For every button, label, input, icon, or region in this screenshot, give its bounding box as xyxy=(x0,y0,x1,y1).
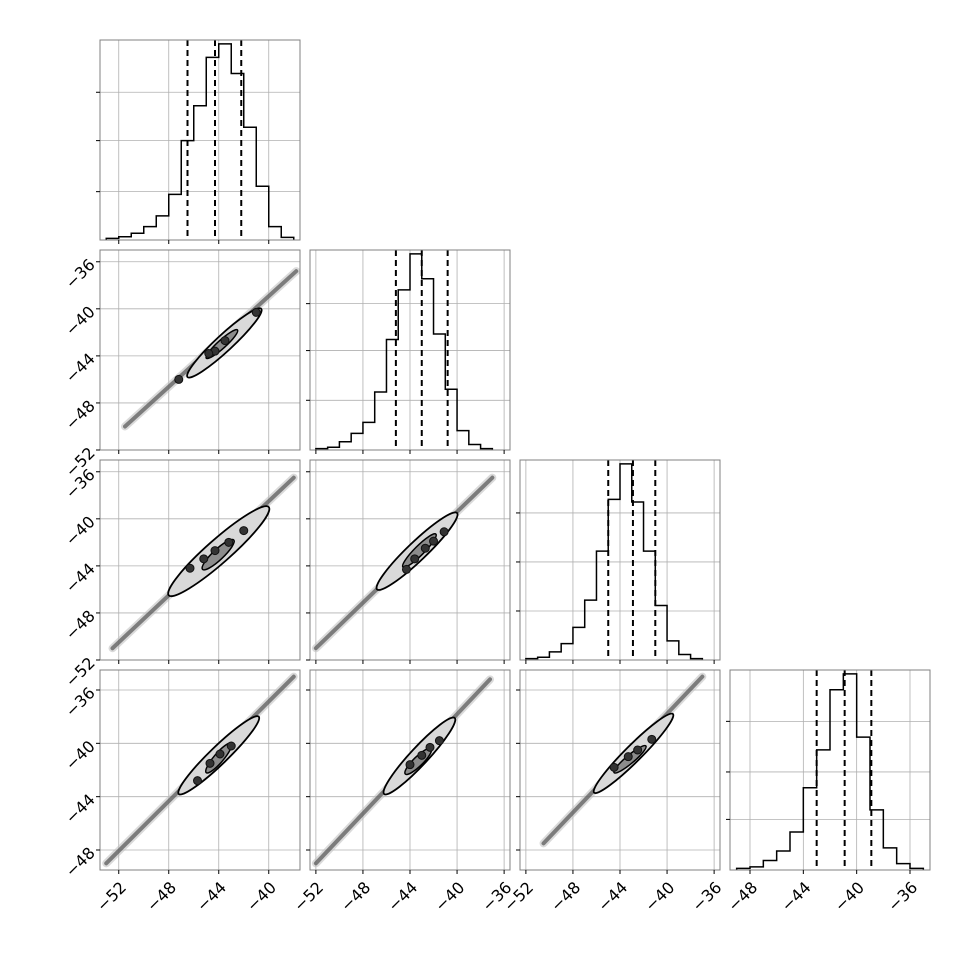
density-peak-2 xyxy=(204,349,214,359)
density-peak-1 xyxy=(199,554,209,564)
y-tick-label-r3-1: −40 xyxy=(61,737,98,774)
y-tick-label-r1-0: −36 xyxy=(61,255,98,292)
histogram-frame-0 xyxy=(99,39,301,241)
density-peak-4 xyxy=(174,374,184,384)
pair-panel-r1-c0 xyxy=(96,249,301,454)
x-tick-label-c1-0: −52 xyxy=(290,878,327,915)
density-peak-2 xyxy=(633,745,643,755)
pair-frame-r3-c0 xyxy=(99,669,301,871)
pair-panel-r3-c0 xyxy=(96,669,301,874)
x-tick-label-c3-2: −40 xyxy=(831,878,868,915)
pair-content xyxy=(311,675,494,868)
density-peak-1 xyxy=(205,758,215,768)
density-peak-2 xyxy=(425,742,435,752)
pair-panel-r2-c0 xyxy=(96,459,301,664)
x-tick-label-c2-4: −36 xyxy=(688,878,725,915)
x-tick-label-c3-0: −48 xyxy=(724,878,761,915)
y-tick-label-r1-1: −40 xyxy=(61,302,98,339)
y-tick-label-r2-4: −52 xyxy=(61,653,98,690)
density-peak-0 xyxy=(609,762,619,772)
pair-panel-r3-c1 xyxy=(306,669,511,874)
y-tick-label-r1-3: −48 xyxy=(61,396,98,433)
density-peak-3 xyxy=(647,734,657,744)
pair-panel-r2-c1 xyxy=(306,459,511,664)
histogram-line-2 xyxy=(525,463,704,660)
panels xyxy=(96,39,931,874)
x-tick-label-c0-1: −48 xyxy=(143,878,180,915)
density-peak-0 xyxy=(193,776,202,786)
density-peak-2 xyxy=(215,749,225,759)
pair-content xyxy=(121,267,300,431)
pair-content xyxy=(108,473,298,653)
histogram-panel-0 xyxy=(96,39,301,244)
density-peak-4 xyxy=(439,527,449,537)
density-peak-3 xyxy=(226,741,236,751)
x-tick-label-c1-1: −48 xyxy=(337,878,374,915)
x-tick-label-c1-2: −44 xyxy=(384,878,421,915)
histogram-line-3 xyxy=(735,673,925,870)
y-tick-label-r2-3: −48 xyxy=(61,606,98,643)
pair-content xyxy=(102,672,298,868)
histogram-panel-1 xyxy=(306,249,511,454)
pair-frame-r1-c0 xyxy=(99,249,301,451)
density-peak-3 xyxy=(224,537,234,547)
density-peak-4 xyxy=(239,526,249,536)
y-tick-label-r3-0: −36 xyxy=(61,683,98,720)
x-tick-label-c2-3: −40 xyxy=(641,878,678,915)
pair-content xyxy=(539,672,707,848)
histogram-panel-3 xyxy=(726,669,931,874)
histogram-line-0 xyxy=(105,43,295,240)
x-tick-label-c0-2: −44 xyxy=(193,878,230,915)
y-tick-label-r3-3: −48 xyxy=(61,843,98,880)
density-peak-0 xyxy=(401,564,411,574)
x-tick-label-c3-1: −44 xyxy=(777,878,814,915)
density-peak-0 xyxy=(405,760,415,770)
pair-frame-r2-c0 xyxy=(99,459,301,661)
density-peak-1 xyxy=(220,336,230,346)
density-peak-1 xyxy=(417,750,427,760)
density-peak-1 xyxy=(410,554,420,564)
histogram-frame-3 xyxy=(729,669,931,871)
y-tick-label-r2-2: −44 xyxy=(61,559,98,596)
y-tick-label-r3-2: −44 xyxy=(61,790,98,827)
histogram-line-1 xyxy=(315,253,494,450)
x-tick-label-c2-1: −48 xyxy=(547,878,584,915)
y-tick-label-r1-2: −44 xyxy=(61,349,98,386)
x-tick-label-c0-3: −40 xyxy=(243,878,280,915)
density-peak-3 xyxy=(429,536,439,546)
density-peak-0 xyxy=(185,563,195,573)
pair-panel-r3-c2 xyxy=(516,669,721,874)
x-tick-label-c0-0: −52 xyxy=(93,878,130,915)
x-tick-label-c3-3: −36 xyxy=(884,878,921,915)
pair-content xyxy=(311,473,497,653)
density-peak-2 xyxy=(210,546,220,556)
density-peak-2 xyxy=(420,543,430,553)
density-peak-3 xyxy=(251,307,261,317)
x-tick-label-c1-3: −40 xyxy=(431,878,468,915)
histogram-panel-2 xyxy=(516,459,721,664)
x-tick-label-c2-2: −44 xyxy=(594,878,631,915)
density-peak-1 xyxy=(623,752,633,762)
density-peak-3 xyxy=(434,736,444,746)
y-tick-label-r2-1: −40 xyxy=(61,512,98,549)
